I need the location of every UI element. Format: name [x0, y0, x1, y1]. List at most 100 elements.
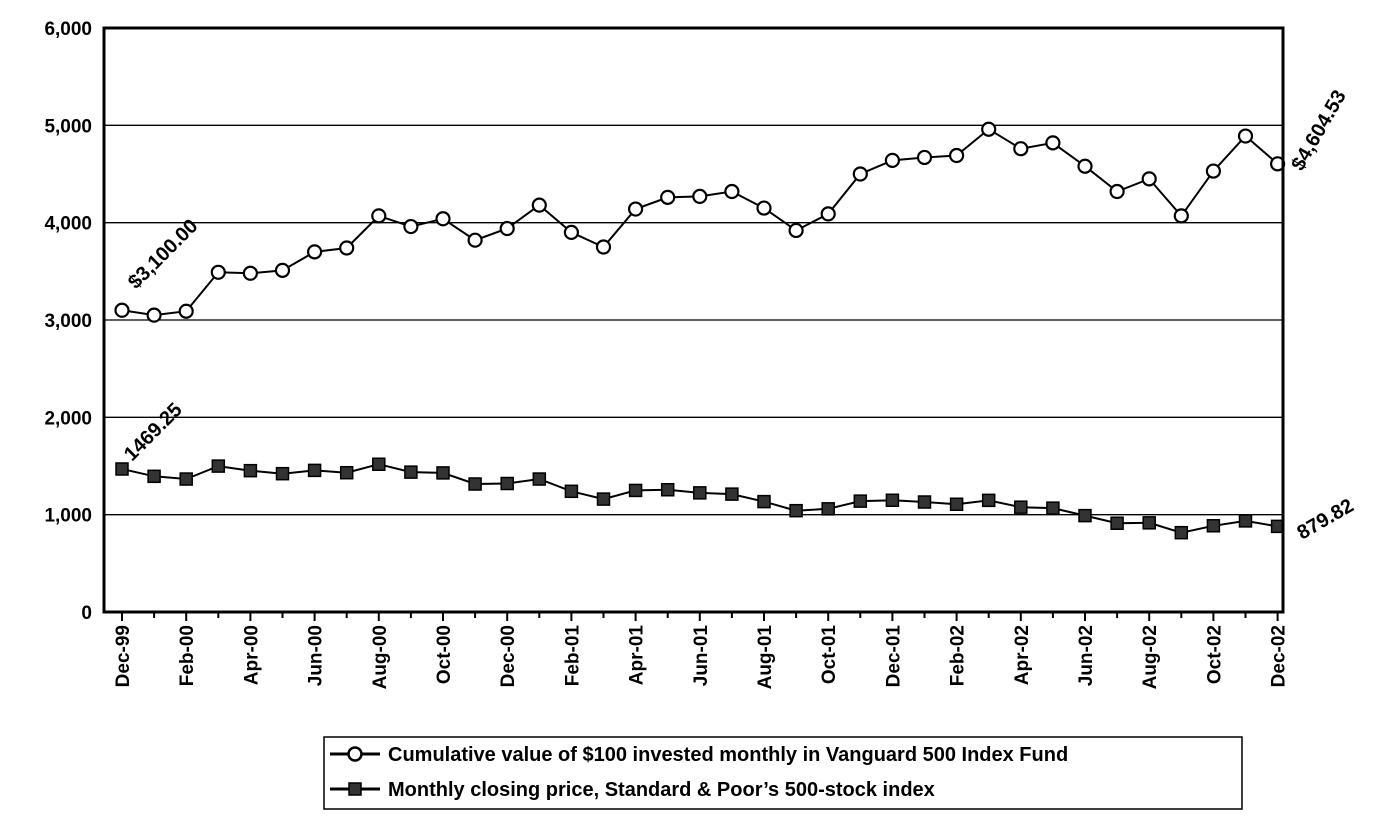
point-index [789, 503, 803, 518]
point-fund [660, 189, 676, 205]
point-fund [595, 239, 612, 255]
point-fund [756, 200, 772, 216]
point-fund [1205, 163, 1222, 179]
point-index [532, 472, 547, 486]
x-tick-label: Apr-00 [241, 625, 262, 685]
y-tick-label: 6,000 [44, 19, 92, 40]
point-fund [146, 307, 162, 323]
point-fund [1109, 183, 1125, 200]
y-tick-label: 3,000 [44, 311, 92, 332]
point-fund [403, 218, 419, 235]
point-index [500, 476, 514, 491]
point-index [757, 494, 771, 509]
x-tick-label: Oct-01 [819, 625, 840, 685]
y-tick-label: 2,000 [44, 408, 92, 429]
point-index [628, 483, 643, 498]
point-fund [1045, 135, 1061, 151]
x-tick-label: Aug-00 [370, 625, 391, 689]
point-fund [210, 264, 226, 280]
point-fund [274, 262, 291, 278]
point-fund [981, 121, 997, 137]
y-tick-label: 5,000 [44, 116, 92, 137]
point-index [147, 469, 161, 484]
annotation-index-end: 879.82 [1294, 495, 1358, 545]
point-index [725, 487, 739, 501]
point-fund [563, 224, 580, 240]
point-fund [339, 240, 355, 256]
x-tick-label: Jun-00 [306, 625, 327, 686]
point-index [660, 482, 675, 497]
point-index [339, 465, 354, 480]
point-index [115, 462, 129, 476]
legend-label-fund: Cumulative value of $100 invested monthl… [388, 744, 1068, 766]
x-tick-label: Apr-02 [1012, 625, 1033, 685]
point-fund [884, 152, 901, 168]
x-tick-label: Feb-02 [948, 625, 969, 686]
point-fund [788, 222, 804, 239]
point-fund [371, 208, 387, 224]
point-index [243, 463, 258, 478]
point-fund [1237, 128, 1254, 144]
point-index [275, 466, 290, 481]
point-fund [178, 303, 194, 319]
x-tick-label: Apr-01 [627, 625, 648, 686]
point-index [693, 486, 707, 500]
point-fund [692, 188, 708, 204]
x-tick-label: Jun-02 [1076, 625, 1097, 686]
x-tick-label: Feb-01 [562, 625, 583, 687]
point-index [949, 497, 964, 512]
x-axis-tick-labels: Dec-99 Feb-00 Apr-00 Jun-00 Aug-00 Oct-00 Dec-… [113, 612, 1290, 689]
point-index [981, 493, 996, 508]
point-fund [435, 211, 451, 227]
point-index [1238, 514, 1253, 528]
point-index [564, 484, 579, 499]
point-fund [820, 206, 836, 222]
point-fund [627, 201, 644, 217]
x-tick-label: Dec-00 [498, 625, 519, 687]
series-layer [114, 121, 1286, 540]
point-index [1174, 525, 1189, 540]
point-fund [1077, 158, 1093, 174]
legend-label-index: Monthly closing price, Standard & Poor’s… [388, 779, 935, 801]
point-fund [724, 183, 740, 200]
point-index [885, 493, 900, 508]
point-index [596, 492, 611, 506]
point-fund [948, 147, 965, 164]
point-fund [114, 302, 130, 318]
point-fund [467, 232, 483, 248]
point-index [853, 494, 868, 508]
x-tick-label: Oct-02 [1204, 625, 1225, 684]
point-index [1206, 519, 1221, 533]
x-tick-label: Feb-00 [177, 625, 198, 686]
point-fund [1141, 171, 1157, 187]
point-index [1014, 500, 1028, 514]
legend-marker-index [348, 782, 362, 796]
point-fund [916, 149, 933, 166]
point-index [179, 472, 193, 486]
point-index [1046, 501, 1060, 515]
point-index [468, 477, 482, 491]
annotation-index-start: 1469.25 [120, 399, 187, 466]
point-index [372, 457, 386, 471]
point-fund [1013, 141, 1029, 157]
y-axis-tick-labels: 0 1,000 2,000 3,000 4,000 5,000 6,000 [44, 19, 92, 624]
annotation-fund-start: $3,100.00 [124, 215, 202, 293]
point-fund [531, 197, 547, 213]
point-fund [1173, 208, 1189, 224]
point-index [1142, 516, 1156, 530]
x-tick-label: Aug-01 [755, 625, 776, 690]
x-tick-label: Aug-02 [1140, 625, 1161, 689]
legend-box [323, 736, 1243, 810]
legend: Cumulative value of $100 invested monthl… [323, 736, 1243, 810]
point-index [404, 465, 418, 479]
point-index [211, 459, 226, 473]
y-tick-label: 1,000 [44, 506, 92, 527]
legend-marker-fund [347, 746, 363, 762]
annotation-fund-end: $4,604.53 [1287, 86, 1351, 174]
x-tick-label: Dec-99 [113, 625, 134, 687]
point-fund [242, 265, 258, 281]
plot-frame [102, 26, 1285, 614]
point-index [307, 463, 322, 478]
x-tick-label: Oct-00 [434, 625, 455, 684]
